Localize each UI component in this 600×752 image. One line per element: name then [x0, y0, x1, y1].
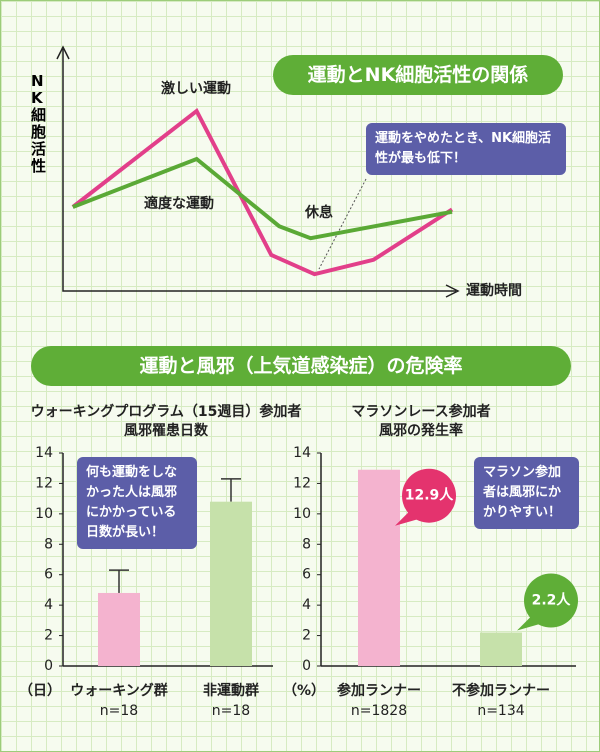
unit: （%）: [283, 683, 325, 699]
y-tick-label: 12: [293, 475, 311, 491]
callout: マラソン参加者は風邪にかかりやすい！: [474, 457, 579, 529]
sample-size: n=134: [477, 703, 524, 719]
unit: （日）: [19, 683, 61, 699]
bar: [98, 592, 140, 666]
callout: 何も運動をしなかった人は風邪にかかっている日数が長い！: [77, 457, 197, 549]
x-tick-label: ウォーキング群: [70, 682, 168, 699]
y-tick-label: 4: [44, 597, 53, 613]
bubble: [524, 573, 578, 628]
chart-title: マラソンレース参加者 風邪の発生率: [321, 403, 521, 441]
x-tick-label: 不参加ランナー: [452, 682, 550, 699]
series-label: 適度な運動: [144, 195, 214, 212]
value-label: 2.2人: [532, 592, 572, 609]
x-tick-label: 非運動群: [203, 682, 259, 699]
y-tick-label: 4: [302, 597, 311, 613]
value-label: 12.9人: [405, 487, 455, 504]
x-tick-label: 参加ランナー: [337, 682, 421, 699]
callout: 運動をやめたとき、NK細胞活性が最も低下！: [366, 123, 566, 175]
title-line: ウォーキングプログラム（15週目）参加者: [30, 404, 302, 420]
y-axis-label: NK細胞活性: [31, 72, 47, 175]
y-tick-label: 8: [302, 536, 311, 552]
y-tick-label: 14: [293, 445, 311, 461]
sample-size: n=1828: [351, 703, 407, 719]
bar: [358, 469, 400, 666]
section-title: 運動と風邪（上気道感染症）の危険率: [31, 346, 571, 386]
line: [71, 107, 454, 277]
bar: [210, 501, 252, 666]
title-line: 風邪の発生率: [379, 423, 463, 439]
arrow: [56, 45, 70, 60]
x-axis-label: 運動時間: [466, 282, 522, 299]
error-bar: [109, 569, 129, 593]
title-line: 風邪罹患日数: [124, 423, 208, 439]
title-line: マラソンレース参加者: [351, 404, 491, 420]
y-tick-label: 2: [44, 628, 53, 644]
arrow: [445, 284, 460, 298]
chart-title: 運動とNK細胞活性の関係: [273, 55, 563, 95]
y-tick-label: 8: [44, 536, 53, 552]
y-tick-label: 10: [293, 506, 311, 522]
y-tick-label: 12: [35, 475, 53, 491]
y-tick-label: 10: [35, 506, 53, 522]
y-tick-label: 14: [35, 445, 53, 461]
bar: [480, 632, 522, 666]
y-tick-label: 2: [302, 628, 311, 644]
y-tick-label: 6: [302, 567, 311, 583]
sample-size: n=18: [100, 703, 138, 719]
error-bar: [221, 478, 241, 502]
y-tick-label: 6: [44, 567, 53, 583]
annotation: 休息: [304, 204, 333, 221]
y-tick-label: 0: [302, 658, 311, 674]
axis: [62, 49, 456, 292]
y-tick-label: 0: [44, 658, 53, 674]
bubble: [402, 468, 456, 523]
leader: [318, 178, 367, 270]
chart-title: ウォーキングプログラム（15週目）参加者 風邪罹患日数: [21, 403, 311, 441]
line: [72, 156, 453, 241]
series-label: 激しい運動: [161, 80, 231, 97]
sample-size: n=18: [212, 703, 250, 719]
